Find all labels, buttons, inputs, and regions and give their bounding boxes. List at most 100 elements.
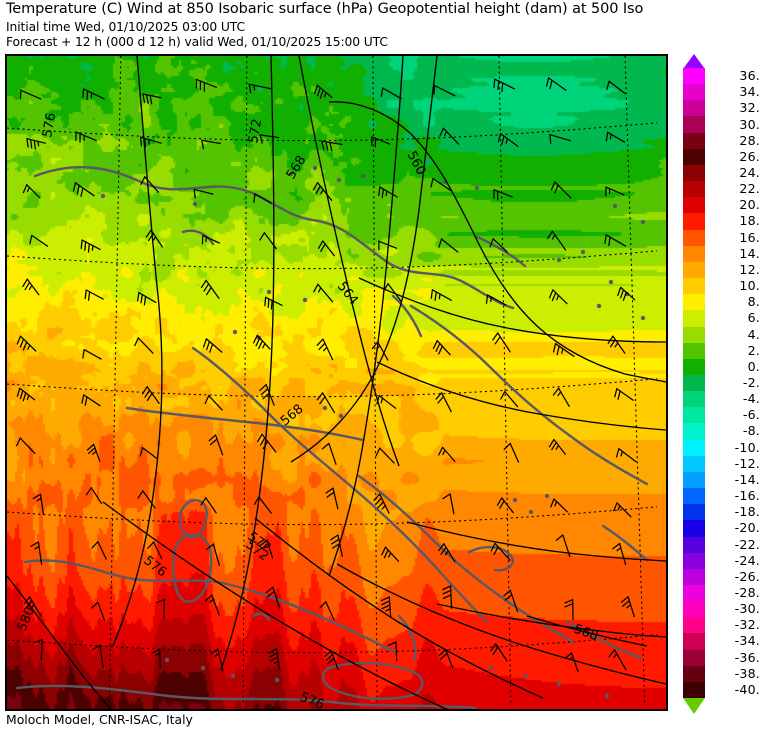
colorbar-band bbox=[683, 391, 705, 408]
colorbar-tick-label: -10. bbox=[734, 439, 760, 455]
wind-barb-shaft bbox=[379, 447, 395, 464]
colorbar-band bbox=[683, 617, 705, 634]
wind-barb-feather bbox=[141, 386, 148, 395]
contour-label: 572 bbox=[246, 118, 265, 145]
colorbar-tick-label: 8. bbox=[747, 294, 760, 310]
wind-barb-shaft bbox=[316, 84, 333, 99]
map-frame[interactable]: 576 572 568 568 560 564 576 572 580 576 572 568 bbox=[5, 54, 668, 711]
wind-barb-feather bbox=[438, 648, 447, 657]
wind-barb-feather bbox=[325, 141, 329, 151]
wind-barb-shaft bbox=[605, 186, 625, 196]
wind-barb-shaft bbox=[208, 395, 223, 411]
colorbar-tick-label: -40. bbox=[734, 681, 760, 697]
wind-barbs bbox=[16, 77, 637, 673]
wind-barb-shaft bbox=[20, 89, 42, 100]
wind-barb-feather bbox=[91, 601, 99, 609]
wind-barb-half-feather bbox=[26, 186, 31, 193]
wind-barb-shaft bbox=[316, 181, 333, 201]
wind-barb-shaft bbox=[261, 433, 277, 453]
wind-barb-half-feather bbox=[557, 391, 562, 397]
wind-barb-feather bbox=[23, 596, 31, 605]
wind-barb-feather bbox=[321, 140, 325, 151]
wind-barb-feather bbox=[206, 340, 211, 351]
wind-barb-shaft bbox=[557, 387, 570, 407]
wind-barb-shaft bbox=[99, 644, 104, 669]
wind-barb-feather bbox=[605, 131, 609, 142]
wind-barb-half-feather bbox=[490, 296, 492, 303]
wind-barb-feather bbox=[492, 646, 499, 655]
wind-barb-feather bbox=[439, 127, 445, 137]
colorbar-band bbox=[683, 164, 705, 182]
contour-label: 576 bbox=[298, 690, 327, 709]
wind-barb-feather bbox=[381, 546, 387, 556]
wind-barb-shaft bbox=[159, 649, 161, 669]
colorbar-tick-label: 24. bbox=[739, 165, 760, 180]
wind-barb-feather bbox=[205, 286, 212, 296]
colorbar-tick-labels: 36. 34. 32. 30. 28. 26. 24. 22. 20. 18. 16. 14. 12. 1… bbox=[707, 68, 760, 698]
wind-barb-feather bbox=[329, 141, 333, 152]
wind-barb-shaft bbox=[551, 230, 567, 251]
wind-barb-half-feather bbox=[92, 450, 97, 455]
wind-barb-shaft bbox=[90, 487, 103, 504]
wind-barb-feather bbox=[381, 604, 391, 610]
colorbar-band bbox=[683, 633, 705, 650]
wind-barb-feather bbox=[550, 181, 556, 191]
wind-barb-shaft bbox=[214, 434, 224, 456]
wind-barb-shaft bbox=[371, 136, 391, 145]
wind-barb-shaft bbox=[97, 601, 106, 622]
colorbar-band bbox=[683, 423, 705, 440]
wind-barb-feather bbox=[22, 184, 28, 194]
wind-barb-shaft bbox=[605, 234, 627, 247]
wind-barb-feather bbox=[317, 240, 324, 249]
wind-barb-half-feather bbox=[617, 505, 621, 511]
wind-barb-feather bbox=[617, 286, 622, 297]
wind-barb-feather bbox=[209, 438, 218, 446]
wind-barb-shaft bbox=[139, 136, 162, 144]
colorbar-tick-label: -20. bbox=[734, 520, 760, 536]
wind-barb-feather bbox=[87, 243, 90, 253]
wind-barb-feather bbox=[259, 134, 263, 144]
wind-barb-shaft bbox=[254, 193, 272, 204]
colorbar-tick-label: 2. bbox=[747, 342, 760, 358]
wind-barb-shaft bbox=[93, 443, 101, 462]
wind-barb-shaft bbox=[607, 131, 626, 143]
wind-barb-shaft bbox=[613, 649, 627, 671]
wind-barb-shaft bbox=[19, 437, 36, 455]
wind-barb-shaft bbox=[265, 384, 275, 406]
wind-barb-half-feather bbox=[273, 660, 280, 665]
colorbar-band bbox=[683, 116, 705, 133]
wind-barb-feather bbox=[387, 641, 397, 647]
wind-barb-shaft bbox=[205, 279, 220, 299]
wind-barb-feather bbox=[140, 176, 146, 186]
wind-barb-half-feather bbox=[616, 547, 622, 552]
wind-barb-feather bbox=[26, 137, 29, 148]
colorbar-tick-label: -36. bbox=[734, 649, 760, 665]
wind-barb-feather bbox=[606, 80, 610, 91]
wind-barb-shaft bbox=[328, 442, 337, 465]
wind-barb-shaft bbox=[562, 534, 571, 558]
wind-barb-feather bbox=[620, 596, 629, 603]
colorbar-band bbox=[683, 261, 705, 279]
contour-label: 568 bbox=[572, 622, 600, 645]
wind-barb-feather bbox=[210, 648, 219, 655]
wind-barb-feather bbox=[383, 549, 389, 559]
wind-barb-feather bbox=[548, 438, 555, 448]
wind-barb-shaft bbox=[509, 442, 520, 463]
wind-barb-shaft bbox=[217, 648, 224, 672]
colorbar-tick-label: -30. bbox=[734, 601, 760, 617]
colorbar-tick-label: -38. bbox=[734, 665, 760, 681]
wind-barb-feather bbox=[380, 596, 390, 602]
wind-barb-feather bbox=[16, 335, 22, 345]
wind-barb-feather bbox=[205, 543, 215, 550]
wind-barb-half-feather bbox=[614, 342, 619, 348]
colorbar-over-arrow-icon bbox=[683, 54, 705, 69]
wind-barb-feather bbox=[609, 338, 616, 348]
wind-barb-feather bbox=[204, 594, 213, 602]
wind-barb-shaft bbox=[205, 497, 217, 514]
wind-barb-feather bbox=[144, 137, 147, 148]
wind-barb-feather bbox=[139, 136, 143, 147]
wind-barb-feather bbox=[497, 80, 500, 91]
wind-barb-half-feather bbox=[444, 550, 449, 556]
wind-barb-shaft bbox=[497, 332, 511, 353]
wind-barb-feather bbox=[325, 653, 334, 661]
